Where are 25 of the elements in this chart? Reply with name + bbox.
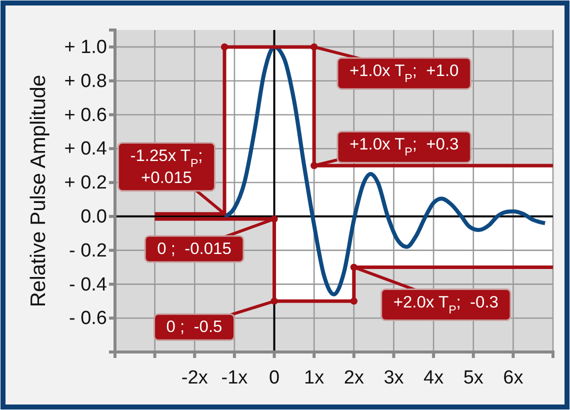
y-tick-label: - 0.6 <box>68 308 107 330</box>
x-tick-label: -1x <box>221 367 248 388</box>
y-tick-label: + 0.2 <box>64 172 107 194</box>
x-tick-label: 2x <box>344 367 364 388</box>
x-tick-label: 1x <box>304 367 325 388</box>
x-tick-label: 3x <box>384 367 404 388</box>
x-tick-label: -2x <box>181 367 208 388</box>
y-axis-title: Relative Pulse Amplitude <box>27 74 50 308</box>
annotation: +1.0x T$_{P}$; +0.3 <box>349 136 459 159</box>
y-tick-label: + 1.0 <box>64 37 107 58</box>
y-tick-label: + 0.8 <box>64 70 107 92</box>
x-tick-label: 0 <box>268 367 280 388</box>
y-tick-label: + 0.4 <box>64 138 108 160</box>
y-tick-label: 0.0 <box>80 206 107 228</box>
annotation: -1.25x T$_{P}$; +0.015 <box>130 146 203 187</box>
annotation: 0 ; -0.015 <box>157 240 232 258</box>
y-tick-label: - 0.2 <box>68 240 107 262</box>
annotation: +1.0x T$_{P}$; +1.0 <box>349 62 459 85</box>
x-tick-label: 4x <box>424 367 444 388</box>
y-tick-label: + 0.6 <box>64 104 107 126</box>
x-tick-label: 5x <box>463 367 484 388</box>
y-tick-label: - 0.4 <box>68 274 108 296</box>
annotation: 0 ; -0.5 <box>166 318 222 336</box>
annotation: +2.0x T$_{P}$; -0.3 <box>393 293 498 316</box>
x-tick-label: 6x <box>503 367 524 388</box>
